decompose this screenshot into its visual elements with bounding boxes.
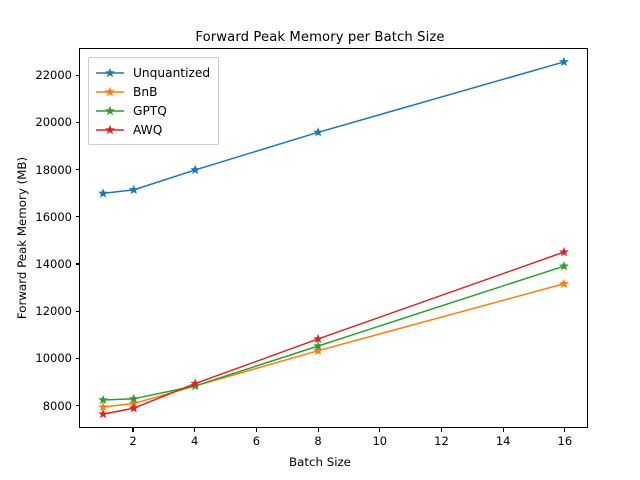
series-line bbox=[102, 251, 565, 415]
y-axis-tick-mark bbox=[75, 74, 79, 76]
legend-item-label: AWQ bbox=[133, 122, 163, 137]
y-axis-tick-label: 20000 bbox=[35, 115, 72, 130]
y-axis-tick-label: 22000 bbox=[35, 68, 72, 83]
data-point-marker bbox=[98, 401, 108, 412]
x-axis-tick-mark bbox=[255, 428, 257, 432]
data-point-marker bbox=[313, 333, 324, 344]
data-point-marker bbox=[98, 394, 108, 405]
data-point-marker bbox=[559, 246, 569, 257]
x-axis-tick-mark bbox=[132, 428, 134, 432]
y-axis-tick-label: 12000 bbox=[35, 304, 72, 319]
legend-item-bnb[interactable]: BnB bbox=[95, 82, 210, 101]
data-point-marker bbox=[559, 56, 569, 67]
x-axis-tick-label: 16 bbox=[557, 434, 573, 448]
data-point-marker bbox=[559, 278, 569, 288]
series-line bbox=[102, 283, 565, 408]
x-axis-tick-label: 14 bbox=[495, 434, 511, 448]
data-point-marker bbox=[313, 127, 324, 137]
data-point-marker bbox=[559, 260, 569, 271]
y-axis-tick-label: 10000 bbox=[35, 351, 72, 366]
x-axis-tick-label: 8 bbox=[314, 434, 322, 448]
y-axis-tick-mark bbox=[75, 357, 79, 359]
x-axis-label: Batch Size bbox=[289, 455, 351, 469]
data-point-marker bbox=[128, 393, 139, 404]
x-axis-tick-mark bbox=[317, 428, 319, 432]
y-axis-tick-mark bbox=[75, 263, 79, 265]
x-axis-tick-mark bbox=[502, 428, 504, 432]
legend-item-unquantized[interactable]: Unquantized bbox=[95, 63, 210, 82]
data-point-marker bbox=[313, 345, 324, 355]
data-point-marker bbox=[128, 184, 139, 195]
legend-item-awq[interactable]: AWQ bbox=[95, 120, 210, 139]
x-axis-tick-mark bbox=[564, 428, 566, 432]
legend-swatch-icon bbox=[95, 66, 125, 80]
data-point-marker bbox=[98, 408, 108, 419]
x-axis-tick-label: 4 bbox=[191, 434, 199, 448]
data-point-marker bbox=[190, 164, 201, 175]
x-axis-tick-label: 10 bbox=[372, 434, 388, 448]
x-axis-tick-mark bbox=[194, 428, 196, 432]
data-point-marker bbox=[190, 378, 201, 388]
y-axis-tick-mark bbox=[75, 405, 79, 407]
x-axis-tick-mark bbox=[440, 428, 443, 432]
legend-swatch-icon bbox=[95, 104, 125, 118]
y-axis-tick-label: 16000 bbox=[35, 209, 72, 224]
chart-title: Forward Peak Memory per Batch Size bbox=[195, 30, 445, 45]
series-canvas bbox=[98, 56, 569, 419]
y-axis-label: Forward Peak Memory (MB) bbox=[15, 156, 29, 320]
data-point-marker bbox=[313, 340, 324, 351]
legend-swatch-icon bbox=[95, 85, 125, 99]
y-axis-tick-label: 18000 bbox=[35, 162, 72, 177]
y-axis-tick-mark bbox=[75, 310, 79, 312]
y-axis-tick-label: 14000 bbox=[35, 256, 72, 271]
data-point-marker bbox=[128, 403, 139, 413]
y-axis-tick-label: 8000 bbox=[42, 398, 72, 413]
legend-item-gptq[interactable]: GPTQ bbox=[95, 101, 210, 120]
legend-item-label: GPTQ bbox=[133, 103, 167, 118]
series-awq bbox=[98, 246, 569, 419]
legend-item-label: Unquantized bbox=[133, 65, 211, 80]
plot-area bbox=[79, 48, 588, 428]
data-point-marker bbox=[98, 188, 108, 198]
y-axis-tick-mark bbox=[75, 169, 79, 171]
legend-item-label: BnB bbox=[133, 84, 158, 99]
y-axis-tick-mark bbox=[75, 121, 79, 123]
chart-legend: Unquantized BnB GPTQ AWQ bbox=[88, 57, 220, 145]
x-axis-tick-label: 12 bbox=[434, 434, 449, 448]
legend-swatch-icon bbox=[95, 123, 125, 137]
data-point-marker bbox=[128, 398, 139, 408]
series-gptq bbox=[98, 260, 569, 405]
x-axis-tick-mark bbox=[379, 428, 381, 432]
series-unquantized bbox=[98, 56, 569, 198]
x-axis-tick-label: 2 bbox=[129, 434, 137, 448]
x-axis-tick-label: 6 bbox=[252, 434, 261, 448]
y-axis-tick-mark bbox=[75, 216, 79, 218]
